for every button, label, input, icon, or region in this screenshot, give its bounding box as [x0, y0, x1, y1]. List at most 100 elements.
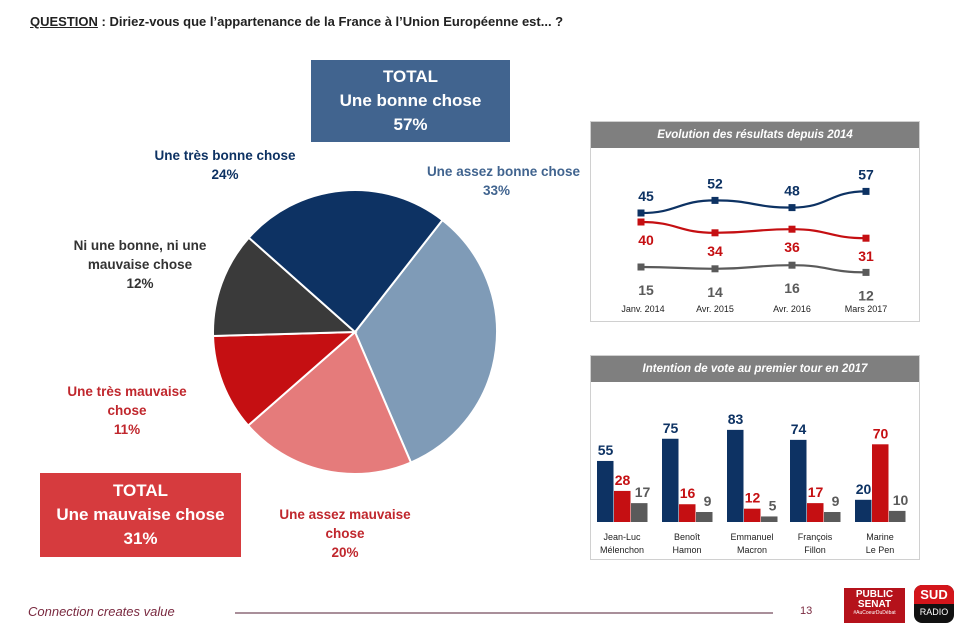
x-tick-label: Avr. 2015	[696, 304, 734, 314]
line-series	[640, 220, 867, 240]
question-text: : Diriez-vous que l’appartenance de la F…	[97, 14, 564, 29]
bar	[790, 439, 807, 522]
line-data-label: 34	[707, 243, 723, 259]
slice-label: Une assez mauvaise chose	[279, 507, 411, 541]
bar	[696, 512, 713, 522]
pie-label-assez-mauvaise: Une assez mauvaise chose 20%	[275, 505, 415, 562]
question: QUESTION : Diriez-vous que l’appartenanc…	[30, 14, 563, 29]
category-label: Fillon	[804, 545, 826, 555]
pie-slice	[247, 189, 444, 334]
bar-data-label: 55	[598, 442, 614, 458]
slice-value: 12%	[126, 276, 154, 291]
line-data-label: 36	[784, 239, 800, 255]
bar-data-label: 74	[791, 421, 807, 437]
total-good-box: TOTAL Une bonne chose 57%	[311, 60, 510, 142]
line-marker	[637, 209, 645, 217]
line-marker	[862, 234, 870, 242]
category-label: Le Pen	[866, 545, 895, 555]
x-tick-label: Janv. 2014	[621, 304, 664, 314]
bar	[807, 503, 824, 522]
category-label: Marine	[866, 532, 894, 542]
category-label: Hamon	[672, 545, 701, 555]
footer-tagline: Connection creates value	[28, 604, 175, 619]
bar	[614, 490, 631, 522]
slice-value: 20%	[331, 545, 359, 560]
bar	[824, 512, 841, 522]
bar-data-label: 9	[704, 493, 712, 509]
category-label: Benoît	[674, 532, 701, 542]
question-label: QUESTION	[30, 14, 98, 29]
category-label: Emmanuel	[730, 532, 773, 542]
category-label: Mélenchon	[600, 545, 644, 555]
pie-slice	[246, 330, 413, 475]
vote-panel: Intention de vote au premier tour en 201…	[590, 355, 920, 560]
line-marker	[788, 204, 796, 212]
total-good-title: TOTAL	[382, 67, 439, 86]
line-data-label: 40	[638, 232, 654, 248]
line-marker	[711, 196, 719, 204]
line-data-label: 48	[784, 183, 800, 199]
slice-label: Ni une bonne, ni une mauvaise chose	[73, 238, 207, 272]
x-tick-label: Mars 2017	[845, 304, 888, 314]
bar	[761, 516, 778, 522]
line-data-label: 14	[707, 284, 723, 300]
evolution-panel: Evolution des résultats depuis 2014	[590, 121, 920, 322]
pie-slice	[353, 218, 498, 464]
total-bad-value: 31%	[123, 529, 158, 548]
bar-data-label: 17	[635, 484, 651, 500]
pie-label-assez-bonne: Une assez bonne chose 33%	[400, 162, 580, 200]
pie-label-tres-bonne: Une très bonne chose 24%	[140, 146, 310, 184]
slice-label: Une très mauvaise chose	[67, 384, 187, 418]
pie-label-tres-mauvaise: Une très mauvaise chose 11%	[62, 382, 192, 439]
line-marker	[862, 187, 870, 195]
pie-chart	[212, 189, 498, 475]
bar	[744, 508, 761, 522]
line-marker	[711, 265, 719, 273]
line-data-label: 31	[858, 248, 874, 264]
total-bad-title: TOTAL	[112, 481, 169, 500]
total-good-label: Une bonne chose	[339, 91, 482, 110]
pie-slice	[212, 330, 358, 427]
x-tick-label: Avr. 2016	[773, 304, 811, 314]
vote-title: Intention de vote au premier tour en 201…	[591, 356, 919, 382]
bar-data-label: 16	[680, 485, 696, 501]
bar-data-label: 9	[832, 493, 840, 509]
line-data-label: 12	[858, 287, 874, 303]
bar-data-label: 12	[745, 490, 761, 506]
total-bad-label: Une mauvaise chose	[56, 505, 225, 524]
line-data-label: 15	[638, 282, 654, 298]
category-label: François	[798, 532, 833, 542]
bar-data-label: 5	[769, 497, 777, 513]
line-series	[640, 264, 867, 274]
category-label: Jean-Luc	[603, 532, 641, 542]
line-data-label: 52	[707, 175, 723, 191]
bar	[679, 504, 696, 522]
bar-data-label: 75	[663, 420, 679, 436]
line-data-label: 16	[784, 280, 800, 296]
line-marker	[788, 261, 796, 269]
bar-data-label: 10	[893, 492, 909, 508]
public-senat-logo: PUBLIC SENAT #AuCoeurDuDébat	[844, 588, 905, 623]
logo-text: RADIO	[919, 607, 949, 617]
bar	[872, 444, 889, 522]
bar	[597, 460, 614, 522]
total-bad-box: TOTAL Une mauvaise chose 31%	[40, 473, 241, 557]
bar	[889, 510, 906, 522]
line-series	[640, 190, 867, 215]
bar	[727, 429, 744, 522]
page-number: 13	[800, 605, 813, 617]
logo-text: SUD	[914, 585, 954, 604]
slice-label: Une très bonne chose	[154, 148, 296, 163]
total-good-value: 57%	[393, 115, 428, 134]
logo-text: PUBLIC	[855, 589, 894, 600]
category-label: Macron	[737, 545, 767, 555]
bar	[662, 438, 679, 522]
logo-text: SENAT	[857, 599, 892, 610]
line-marker	[637, 263, 645, 271]
line-marker	[637, 218, 645, 226]
line-marker	[711, 229, 719, 237]
line-data-label: 57	[858, 166, 874, 182]
side-charts: 45 52 48 57 40 34 36 31 15 14 16 12 Janv. 2014 Avr. 2…	[597, 166, 909, 555]
slice-value: 24%	[211, 167, 239, 182]
bar-data-label: 20	[856, 481, 872, 497]
